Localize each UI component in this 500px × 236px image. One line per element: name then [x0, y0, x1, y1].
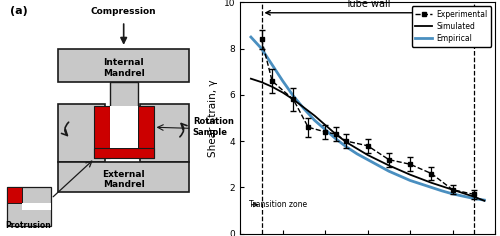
Bar — [110, 122, 138, 127]
Text: Tube wall: Tube wall — [345, 0, 391, 9]
Bar — [58, 49, 190, 82]
Text: Rotation: Rotation — [193, 117, 234, 126]
Bar — [58, 162, 190, 192]
Bar — [140, 104, 190, 162]
Text: Mandrel: Mandrel — [103, 69, 144, 78]
Text: Transition zone: Transition zone — [249, 200, 307, 209]
Bar — [22, 203, 51, 210]
Bar — [110, 106, 138, 148]
Text: Mandrel: Mandrel — [103, 180, 144, 189]
Text: Protrusion: Protrusion — [5, 221, 51, 230]
Bar — [58, 104, 105, 162]
Y-axis label: Shear Strain, γ: Shear Strain, γ — [208, 79, 218, 157]
Bar — [94, 148, 154, 158]
Text: Internal: Internal — [104, 58, 144, 67]
Bar — [8, 187, 51, 226]
Bar — [94, 106, 110, 158]
Text: External: External — [102, 170, 145, 179]
Legend: Experimental, Simulated, Empirical: Experimental, Simulated, Empirical — [412, 6, 491, 47]
Bar — [138, 106, 154, 158]
Text: Compression: Compression — [91, 7, 156, 16]
Bar — [8, 187, 22, 203]
Text: Sample: Sample — [193, 128, 228, 138]
Text: (a): (a) — [10, 6, 28, 16]
Bar — [110, 82, 138, 122]
